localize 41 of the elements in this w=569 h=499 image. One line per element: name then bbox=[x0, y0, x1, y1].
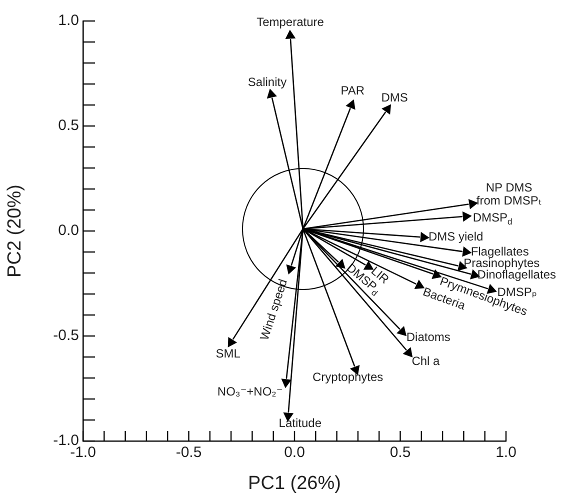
series-label: NP DMS from DMSPₜ bbox=[476, 180, 542, 208]
y-tick-label: -0.5 bbox=[53, 327, 79, 344]
y-tick-label: 0.0 bbox=[58, 222, 79, 240]
point bbox=[286, 264, 296, 274]
y-axis-title: PC2 (20%) bbox=[4, 184, 26, 278]
point bbox=[346, 100, 356, 110]
point bbox=[462, 212, 472, 222]
x-tick-label: 0.0 bbox=[284, 444, 305, 462]
point bbox=[228, 337, 237, 348]
series-label: Cryptophytes bbox=[312, 370, 384, 384]
series-label: NO₃⁻+NO₂⁻ bbox=[217, 384, 283, 399]
point bbox=[468, 199, 478, 209]
series-label: SML bbox=[216, 346, 241, 361]
point bbox=[397, 326, 406, 336]
series-label: DMS bbox=[381, 90, 408, 105]
series-label: Diatoms bbox=[406, 330, 450, 344]
point bbox=[267, 89, 277, 98]
y-tick-label: 1.0 bbox=[58, 12, 79, 30]
x-tick-label: 1.0 bbox=[496, 444, 516, 462]
point bbox=[403, 348, 412, 358]
x-tick-label: 0.5 bbox=[390, 444, 411, 462]
point bbox=[286, 30, 296, 39]
x-tick-label: -1.0 bbox=[70, 444, 96, 462]
point bbox=[282, 378, 292, 388]
series-label: Temperature bbox=[256, 15, 324, 30]
point bbox=[462, 246, 472, 256]
x-tick-label: -0.5 bbox=[176, 444, 202, 462]
point bbox=[414, 280, 424, 289]
series-label: PAR bbox=[340, 83, 365, 98]
point bbox=[432, 270, 442, 279]
y-tick-label: 0.5 bbox=[58, 117, 79, 134]
series-label: Flagellates bbox=[470, 244, 529, 258]
series-label: Chl a bbox=[412, 354, 440, 368]
x-axis-title: PC1 (26%) bbox=[248, 472, 341, 494]
series-label: Salinity bbox=[248, 74, 287, 89]
text: Wind speed bbox=[257, 277, 290, 342]
series-label: Latitude bbox=[278, 416, 322, 430]
point bbox=[382, 104, 391, 114]
point bbox=[420, 232, 430, 242]
series-label: DMS yield bbox=[428, 230, 484, 244]
point bbox=[336, 259, 346, 269]
